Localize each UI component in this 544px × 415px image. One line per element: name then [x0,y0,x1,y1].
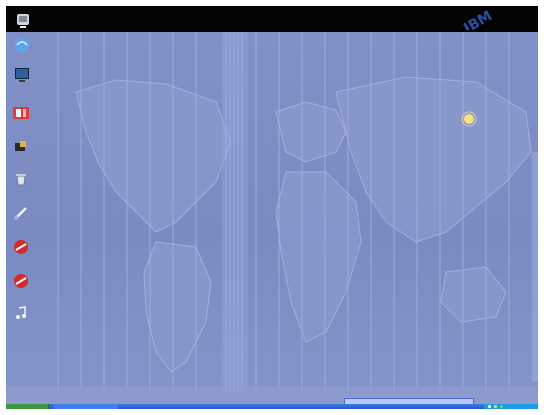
music-note-icon[interactable] [12,304,30,322]
timezone-lines [57,32,510,392]
system-tray[interactable] [484,404,538,409]
pen-icon[interactable] [12,204,30,222]
current-timezone-band [222,32,248,392]
world-map-wallpaper [6,32,538,404]
desktop-screen: IBM [6,6,538,409]
taskbar [6,404,538,409]
network-icon[interactable] [13,36,31,54]
red-app-icon[interactable] [12,104,30,122]
tray-icon[interactable] [500,405,503,408]
recycle-icon[interactable] [12,170,30,188]
monitor-icon[interactable] [13,66,31,84]
tray-icon[interactable] [494,405,497,408]
ibm-logo: IBM [461,8,495,30]
tray-icon[interactable] [488,405,491,408]
red-disc-icon[interactable] [12,238,30,256]
desktop-app-icon[interactable] [14,12,32,30]
red-disc-icon[interactable] [12,272,30,290]
svg-text:IBM: IBM [461,8,495,30]
start-button[interactable] [6,404,49,409]
sun-icon [461,111,477,127]
top-bar: IBM [6,6,538,32]
taskbar-window-item[interactable] [54,404,118,409]
world-map [6,32,538,404]
tool-icon[interactable] [12,138,30,156]
